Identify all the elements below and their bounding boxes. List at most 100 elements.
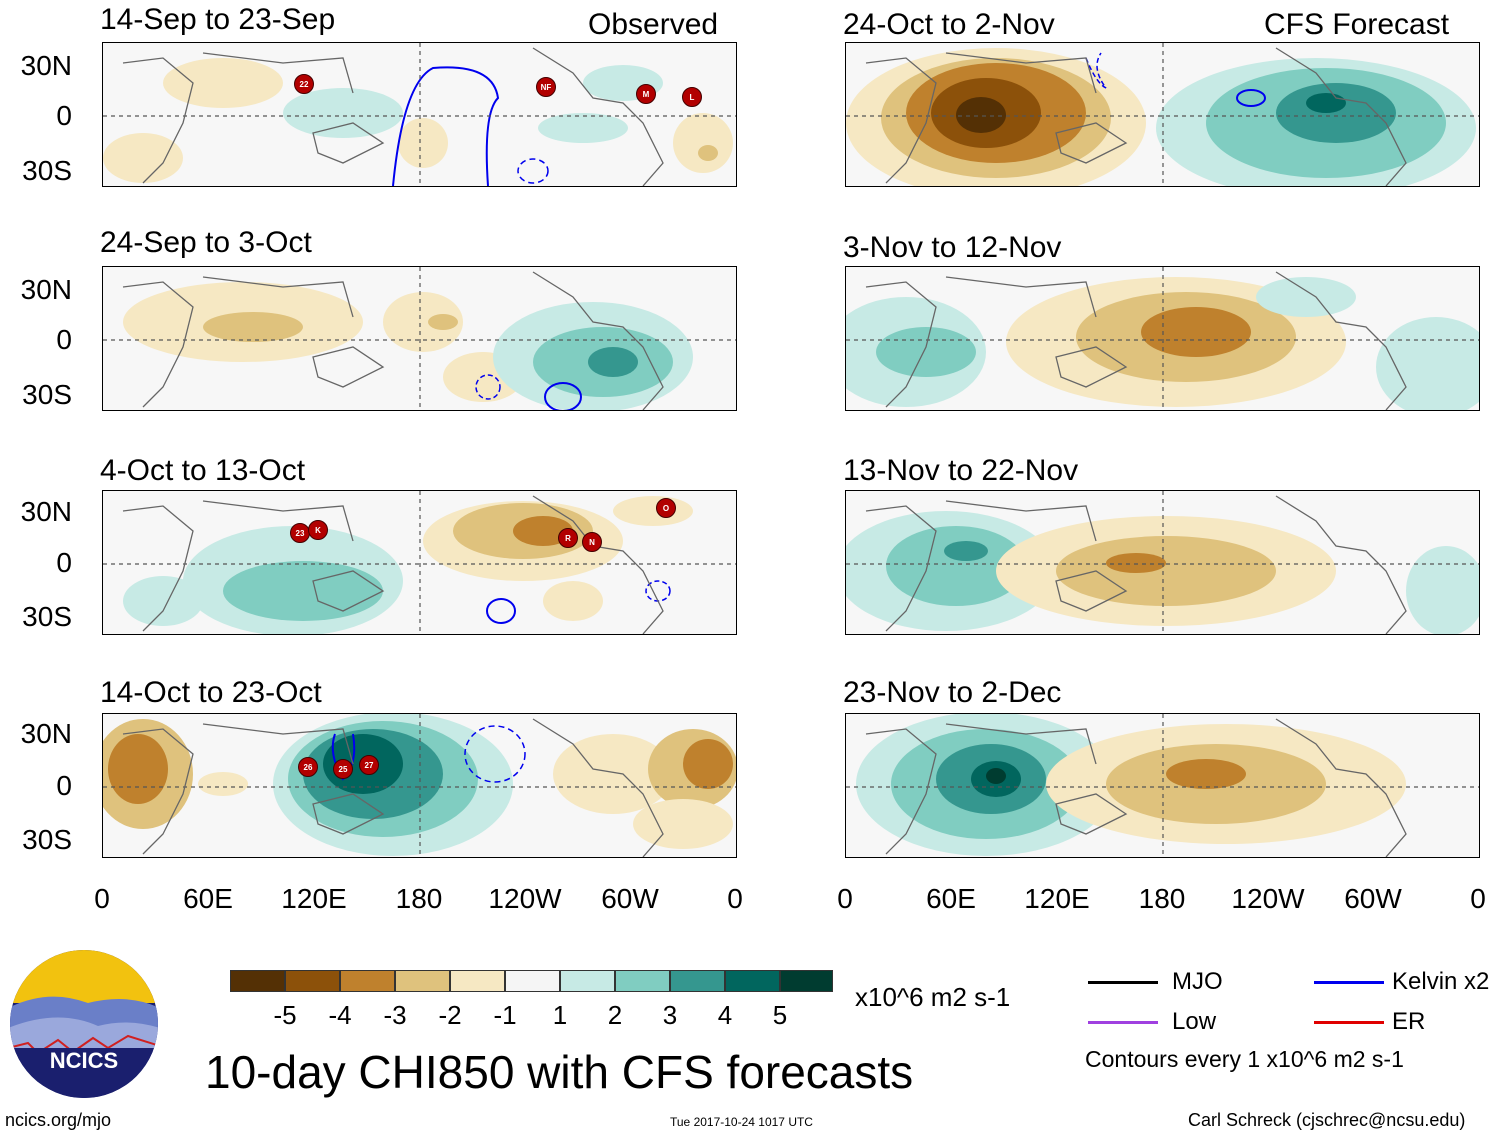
storm-marker: 22 <box>294 74 314 94</box>
legend-label-er: ER <box>1392 1008 1426 1035</box>
colorbar-swatch <box>670 970 725 992</box>
colorbar-swatch <box>450 970 505 992</box>
storm-marker: K <box>308 520 328 540</box>
storm-marker: R <box>558 528 578 548</box>
lat-label: 30N <box>20 718 72 749</box>
lon-label: 120E <box>281 883 347 914</box>
lon-label: 60E <box>926 883 976 914</box>
panel-title: 4-Oct to 13-Oct <box>100 454 306 487</box>
lat-label: 0 <box>56 100 72 131</box>
storm-marker: N <box>582 532 602 552</box>
logo-text: NCICS <box>49 1048 119 1073</box>
lon-label: 60W <box>1344 883 1402 914</box>
storm-marker: 27 <box>359 755 379 775</box>
legend-label-mjo: MJO <box>1172 968 1223 995</box>
colorbar-label: 5 <box>772 1000 788 1030</box>
map-panel-fcst-3 <box>845 490 1480 635</box>
colorbar-label: 1 <box>552 1000 568 1030</box>
colorbar-label: 3 <box>662 1000 678 1030</box>
lon-label: 120E <box>1024 883 1090 914</box>
colorbar-swatch <box>505 970 560 992</box>
colorbar-swatch <box>395 970 450 992</box>
colorbar-label: -5 <box>273 1000 297 1030</box>
lon-label: 120W <box>488 883 562 914</box>
lon-label: 60E <box>183 883 233 914</box>
lon-label: 180 <box>395 883 443 914</box>
storm-marker: 26 <box>298 757 318 777</box>
map-panel-obs-3 <box>102 490 737 635</box>
lon-label: 0 <box>727 883 743 914</box>
lon-label: 120W <box>1231 883 1305 914</box>
lat-label: 30S <box>22 379 72 410</box>
colorbar-swatch <box>230 970 285 992</box>
anomaly-field <box>103 43 736 186</box>
panel-title: 24-Oct to 2-Nov <box>843 8 1055 41</box>
anomaly-field <box>846 43 1479 186</box>
lat-label: 0 <box>56 770 72 801</box>
lat-label: 30S <box>22 601 72 632</box>
panel-title: 13-Nov to 22-Nov <box>843 454 1079 487</box>
legend-label-low: Low <box>1172 1008 1217 1035</box>
colorbar-swatch <box>560 970 615 992</box>
colorbar-swatch <box>615 970 670 992</box>
anomaly-field <box>846 267 1479 410</box>
panel-title: 24-Sep to 3-Oct <box>100 226 312 259</box>
panel-title: 23-Nov to 2-Dec <box>843 676 1062 709</box>
anomaly-field <box>103 491 736 634</box>
anomaly-field <box>103 267 736 410</box>
colorbar-swatch <box>285 970 340 992</box>
storm-marker: 23 <box>290 523 310 543</box>
map-panel-fcst-2 <box>845 266 1480 411</box>
map-panel-obs-2 <box>102 266 737 411</box>
legend-note: Contours every 1 x10^6 m2 s-1 <box>1085 1046 1404 1072</box>
lat-label: 0 <box>56 547 72 578</box>
panel-title: 3-Nov to 12-Nov <box>843 231 1062 264</box>
colorbar-label: -1 <box>493 1000 517 1030</box>
map-panel-obs-1 <box>102 42 737 187</box>
storm-marker: 25 <box>333 759 353 779</box>
timestamp: Tue 2017-10-24 1017 UTC <box>670 1115 813 1129</box>
map-panel-obs-4 <box>102 713 737 858</box>
colorbar-swatch <box>340 970 395 992</box>
cfs-forecast-header: CFS Forecast <box>1264 8 1450 41</box>
panel-title: 14-Oct to 23-Oct <box>100 676 322 709</box>
colorbar-label: -4 <box>328 1000 352 1030</box>
lat-label: 0 <box>56 324 72 355</box>
legend-label-kelvin: Kelvin x2 <box>1392 968 1490 995</box>
lon-label: 180 <box>1138 883 1186 914</box>
colorbar-swatch <box>725 970 780 992</box>
colorbar-label: -2 <box>438 1000 462 1030</box>
storm-marker: NF <box>536 77 556 97</box>
lon-label: 0 <box>94 883 110 914</box>
lat-label: 30S <box>22 824 72 855</box>
website-link[interactable]: ncics.org/mjo <box>5 1110 112 1130</box>
legend-swatch-mjo <box>1088 981 1158 984</box>
observed-header: Observed <box>588 8 719 41</box>
storm-marker: M <box>636 84 656 104</box>
logo-emblem <box>10 950 158 1098</box>
anomaly-field <box>103 714 736 857</box>
colorbar-label: 4 <box>717 1000 733 1030</box>
lon-label: 60W <box>601 883 659 914</box>
anomaly-field <box>846 714 1479 857</box>
colorbar-swatch <box>780 970 833 992</box>
storm-marker: O <box>656 498 676 518</box>
legend-swatch-kelvin <box>1314 981 1384 984</box>
lon-label: 0 <box>837 883 853 914</box>
anomaly-field <box>846 491 1479 634</box>
panel-title: 14-Sep to 23-Sep <box>100 3 336 36</box>
lat-label: 30N <box>20 274 72 305</box>
author-credit: Carl Schreck (cjschrec@ncsu.edu) <box>1188 1110 1466 1130</box>
lat-label: 30N <box>20 50 72 81</box>
lon-label: 0 <box>1470 883 1486 914</box>
lat-label: 30S <box>22 155 72 186</box>
lat-label: 30N <box>20 496 72 527</box>
colorbar-label: -3 <box>383 1000 407 1030</box>
storm-marker: L <box>682 87 702 107</box>
legend-swatch-er <box>1314 1021 1384 1024</box>
legend-swatch-low <box>1088 1021 1158 1024</box>
map-panel-fcst-1 <box>845 42 1480 187</box>
colorbar-label: 2 <box>607 1000 623 1030</box>
map-panel-fcst-4 <box>845 713 1480 858</box>
figure-title: 10-day CHI850 with CFS forecasts <box>205 1046 914 1098</box>
